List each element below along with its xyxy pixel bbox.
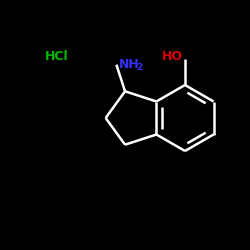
Text: 2: 2 <box>136 63 143 72</box>
Text: NH: NH <box>118 58 139 71</box>
Text: HO: HO <box>162 50 183 64</box>
Text: HCl: HCl <box>45 50 68 64</box>
